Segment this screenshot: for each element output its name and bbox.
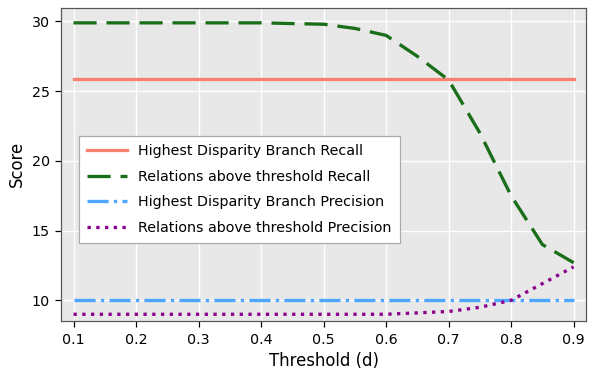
Highest Disparity Branch Precision: [491, 298, 498, 303]
Relations above threshold Recall: [570, 260, 577, 265]
Relations above threshold Precision: [507, 298, 514, 303]
Relations above threshold Precision: [445, 309, 452, 314]
Highest Disparity Branch Recall: [376, 77, 383, 82]
Relations above threshold Recall: [195, 20, 202, 25]
Relations above threshold Recall: [351, 26, 358, 31]
Relations above threshold Precision: [257, 312, 264, 316]
Relations above threshold Precision: [195, 312, 202, 316]
Highest Disparity Branch Recall: [523, 77, 530, 82]
Relations above threshold Recall: [383, 33, 390, 38]
Highest Disparity Branch Precision: [376, 298, 383, 303]
Line: Relations above threshold Precision: Relations above threshold Precision: [74, 267, 574, 314]
Highest Disparity Branch Recall: [70, 77, 77, 82]
X-axis label: Threshold (d): Threshold (d): [268, 353, 378, 370]
Relations above threshold Recall: [132, 20, 140, 25]
Highest Disparity Branch Recall: [570, 77, 577, 82]
Highest Disparity Branch Precision: [366, 298, 373, 303]
Relations above threshold Precision: [70, 312, 77, 316]
Highest Disparity Branch Recall: [491, 77, 498, 82]
Highest Disparity Branch Precision: [72, 298, 79, 303]
Relations above threshold Precision: [476, 305, 484, 310]
Highest Disparity Branch Precision: [523, 298, 530, 303]
Highest Disparity Branch Recall: [366, 77, 373, 82]
Relations above threshold Recall: [70, 20, 77, 25]
Relations above threshold Precision: [320, 312, 327, 316]
Relations above threshold Recall: [414, 54, 421, 59]
Relations above threshold Recall: [507, 194, 514, 198]
Y-axis label: Score: Score: [8, 141, 26, 187]
Highest Disparity Branch Precision: [570, 298, 577, 303]
Relations above threshold Precision: [351, 312, 358, 316]
Line: Relations above threshold Recall: Relations above threshold Recall: [74, 23, 574, 263]
Relations above threshold Recall: [539, 242, 546, 247]
Highest Disparity Branch Recall: [368, 77, 375, 82]
Relations above threshold Precision: [414, 311, 421, 315]
Highest Disparity Branch Recall: [72, 77, 79, 82]
Highest Disparity Branch Precision: [70, 298, 77, 303]
Relations above threshold Recall: [257, 20, 264, 25]
Relations above threshold Recall: [476, 131, 484, 135]
Highest Disparity Branch Precision: [368, 298, 375, 303]
Relations above threshold Recall: [320, 22, 327, 26]
Legend: Highest Disparity Branch Recall, Relations above threshold Recall, Highest Dispa: Highest Disparity Branch Recall, Relatio…: [78, 136, 400, 243]
Relations above threshold Precision: [539, 281, 546, 286]
Relations above threshold Recall: [445, 78, 452, 82]
Relations above threshold Precision: [132, 312, 140, 316]
Relations above threshold Precision: [383, 312, 390, 316]
Relations above threshold Precision: [570, 265, 577, 269]
